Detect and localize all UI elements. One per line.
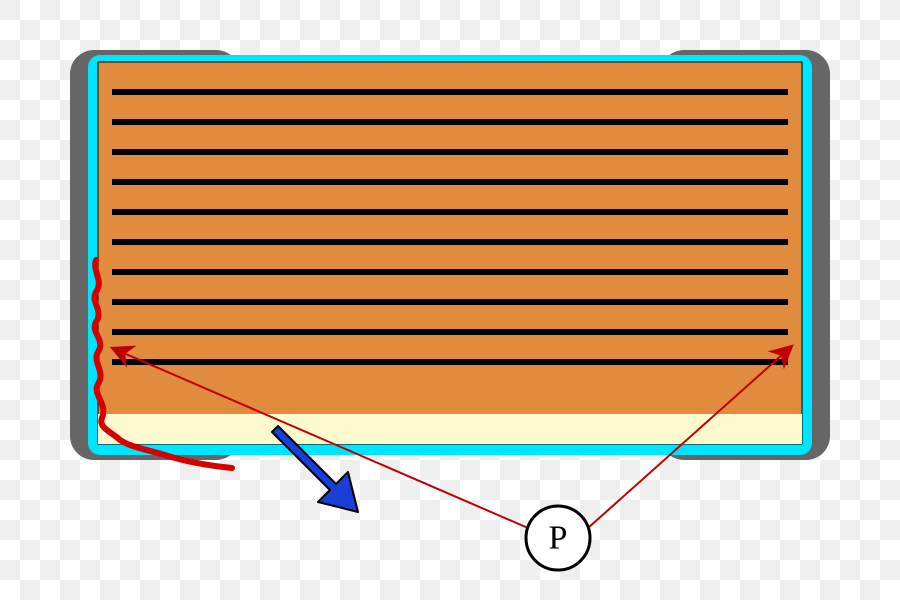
bottom-band xyxy=(98,414,802,444)
callout-label: P xyxy=(549,520,568,557)
